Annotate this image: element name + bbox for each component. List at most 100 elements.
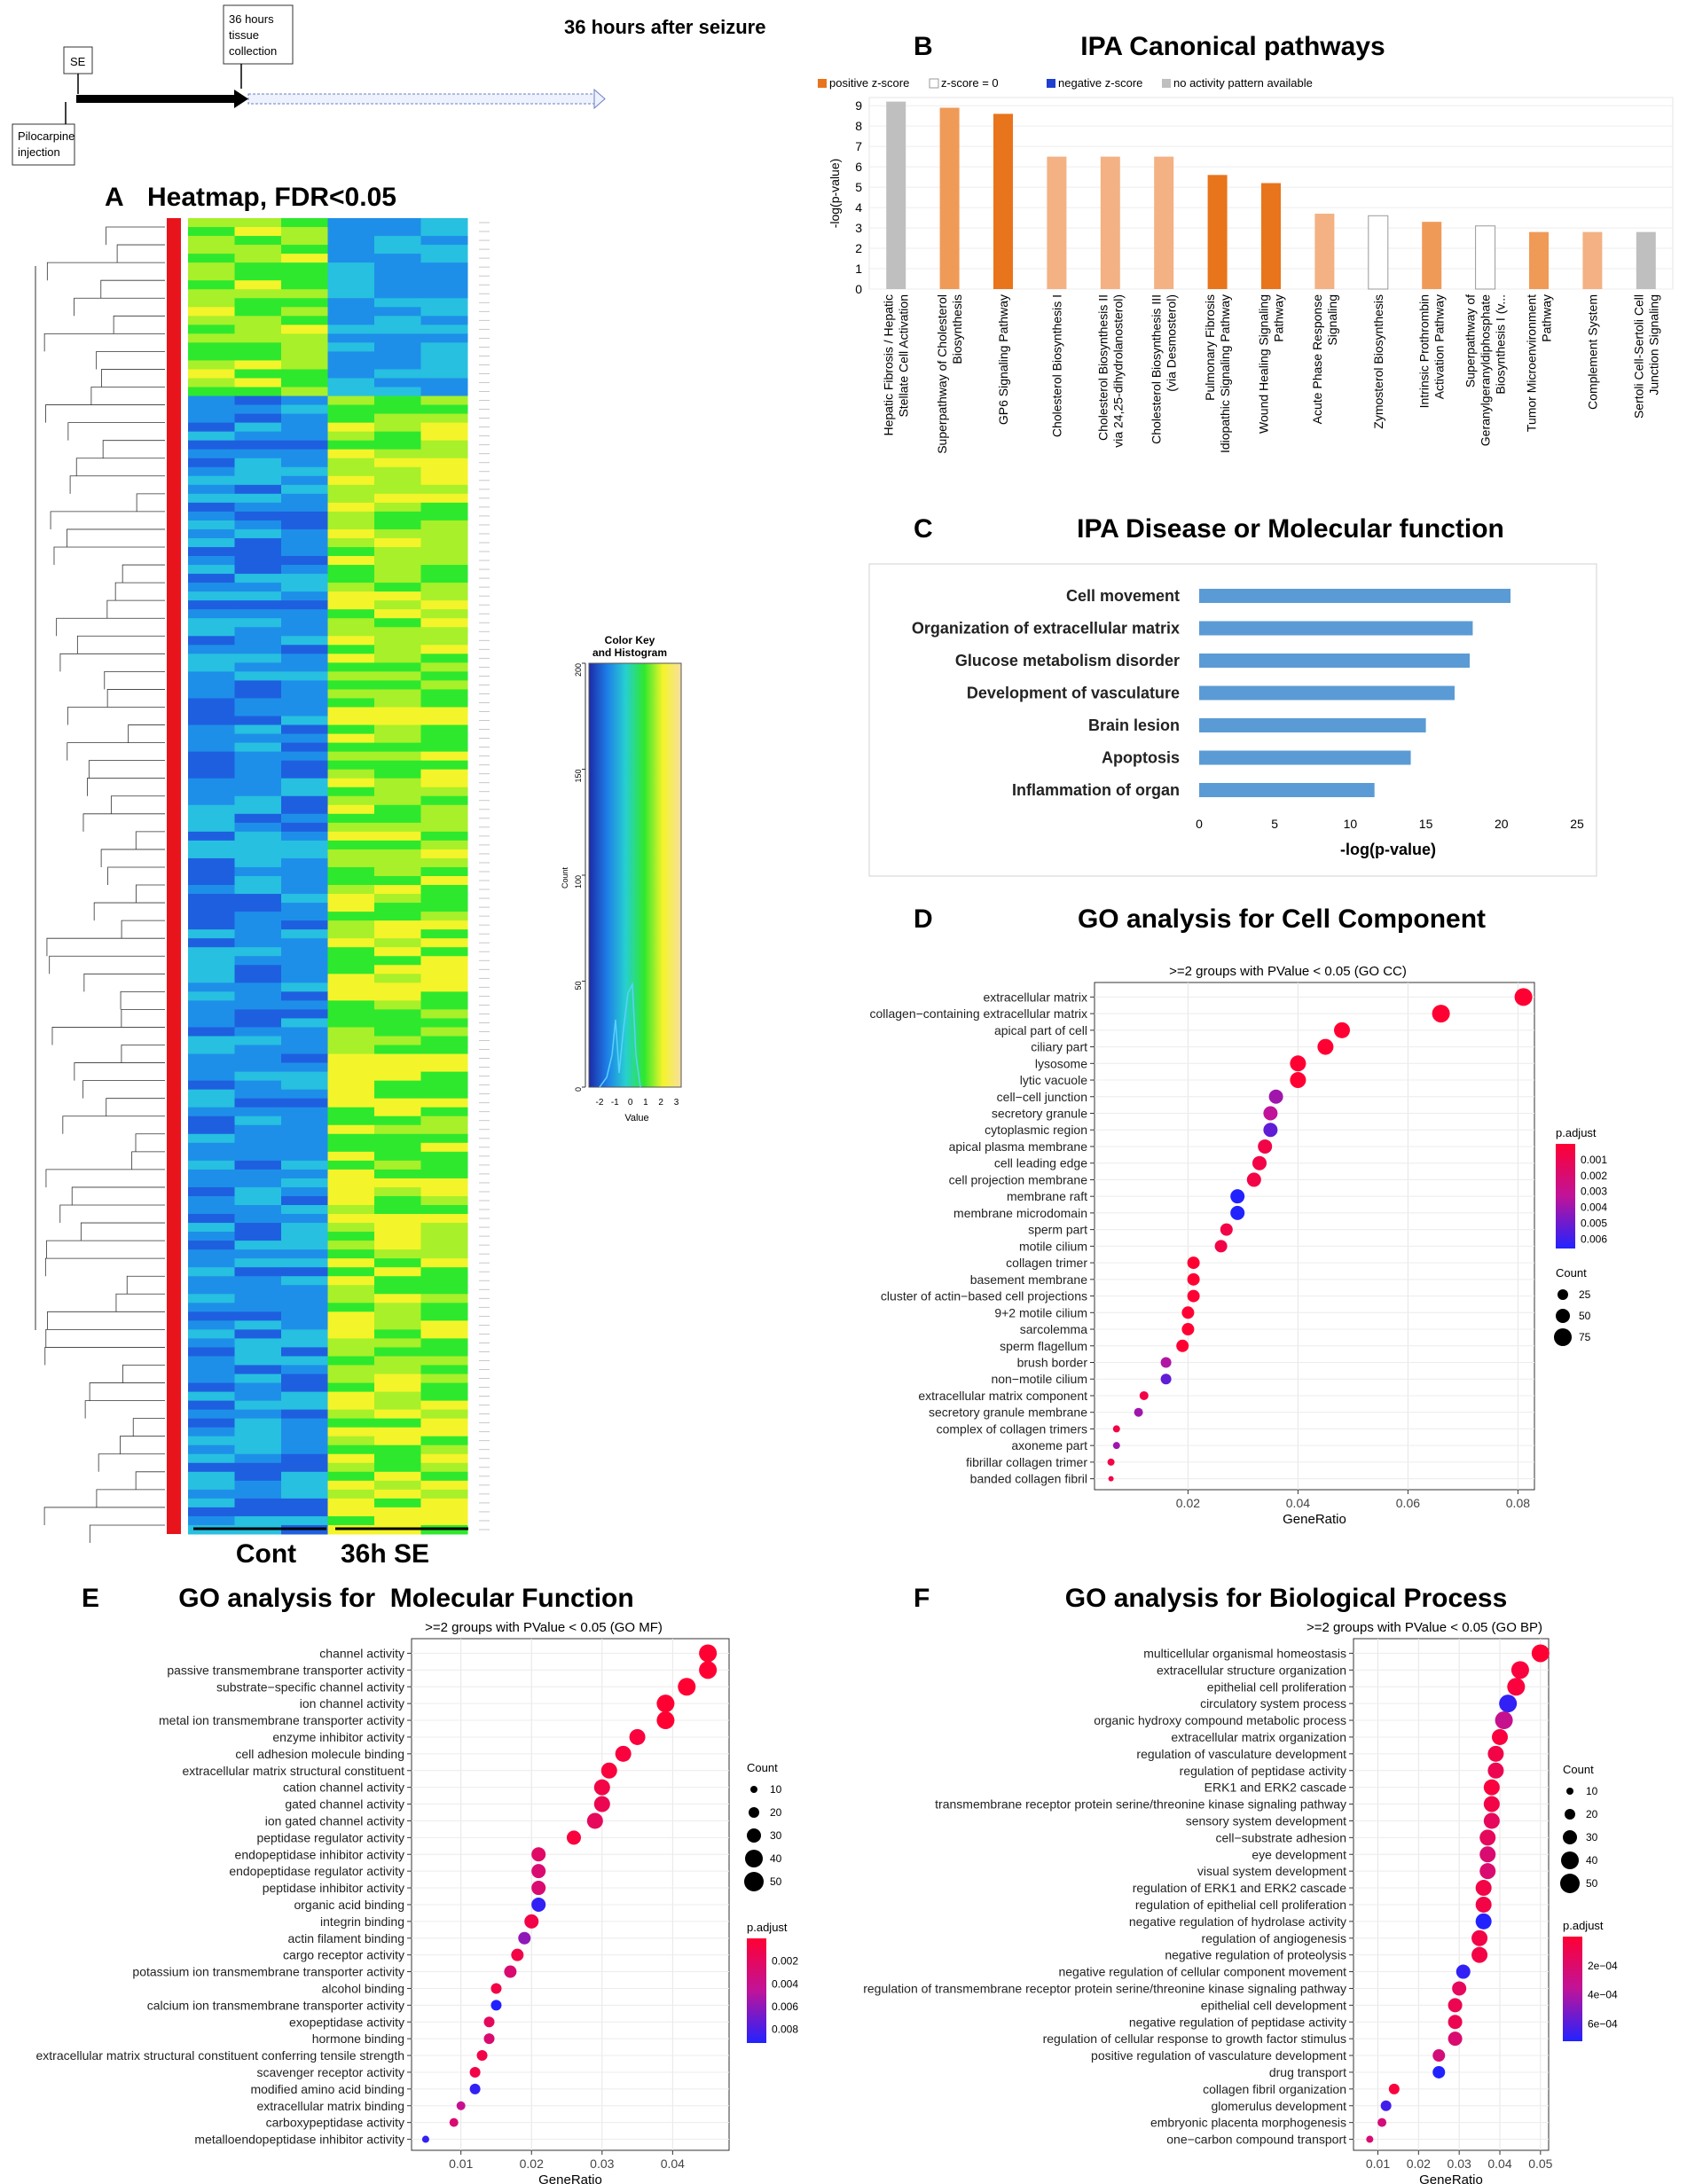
category-label: Junction Signaling xyxy=(1646,294,1660,395)
category-label: calcium ion transmembrane transporter ac… xyxy=(147,1998,404,2012)
dendrogram-branch xyxy=(89,1524,165,1544)
category-label: alcohol binding xyxy=(322,1981,404,1995)
heatmap-cell xyxy=(327,1098,375,1108)
heatmap-cell xyxy=(281,929,328,939)
heatmap-cell xyxy=(188,689,235,699)
heatmap-cell xyxy=(374,466,421,477)
xtick-label: 0.03 xyxy=(590,2157,614,2171)
category-label: regulation of cellular response to growt… xyxy=(1043,2031,1346,2046)
heatmap-cell xyxy=(327,813,375,824)
category-label: motile cilium xyxy=(1019,1239,1087,1253)
heatmap-cell xyxy=(234,1436,282,1446)
bar xyxy=(1199,589,1511,603)
heatmap-cell xyxy=(234,1480,282,1491)
dot xyxy=(1432,2065,1446,2078)
dendrogram-branch xyxy=(45,1169,165,1187)
heatmap-cell xyxy=(234,1115,282,1126)
heatmap-cell xyxy=(420,600,468,610)
heatmap-cell xyxy=(374,1347,421,1357)
heatmap-cell xyxy=(234,787,282,797)
dendrogram-branch xyxy=(89,1382,165,1401)
x-axis-label: GeneRatio xyxy=(1283,1512,1346,1527)
heatmap-cell xyxy=(234,840,282,850)
heatmap-cell xyxy=(281,1453,328,1464)
heatmap-cell xyxy=(374,1018,421,1028)
heatmap-cell xyxy=(420,1241,468,1250)
heatmap-cell xyxy=(188,1195,235,1206)
heatmap-cell xyxy=(327,1347,375,1357)
category-label: secretory granule xyxy=(992,1107,1087,1121)
heatmap-cell xyxy=(420,1347,468,1357)
dot xyxy=(531,1864,546,1879)
heatmap-cell xyxy=(327,1036,375,1046)
heatmap-cell xyxy=(374,929,421,939)
heatmap-cell xyxy=(420,929,468,939)
heatmap-cell xyxy=(281,1329,328,1339)
heatmap-cell xyxy=(281,298,328,308)
heatmap-cell xyxy=(327,537,375,548)
heatmap-cell xyxy=(327,449,375,459)
heatmap-cell xyxy=(374,849,421,859)
heatmap-cell xyxy=(327,831,375,842)
heatmap-cell xyxy=(281,600,328,610)
heatmap-cell xyxy=(374,520,421,530)
heatmap-cell xyxy=(374,645,421,654)
x-axis-label: GeneRatio xyxy=(1419,2172,1483,2184)
heatmap-cell xyxy=(374,351,421,361)
heatmap-cell xyxy=(234,1151,282,1162)
heatmap-cell xyxy=(374,316,421,325)
dendrogram-branch xyxy=(121,1009,165,1028)
heatmap-cell xyxy=(234,716,282,726)
legend-label: 25 xyxy=(1579,1288,1591,1301)
heatmap-cell xyxy=(281,1062,328,1073)
heatmap-cell xyxy=(327,1303,375,1312)
heatmap-cell xyxy=(281,1232,328,1241)
heatmap-cell xyxy=(234,982,282,992)
heatmap-cell xyxy=(281,1374,328,1384)
heatmap-cell xyxy=(234,1232,282,1241)
dot xyxy=(1492,1728,1508,1745)
heatmap-cell xyxy=(420,1223,468,1233)
heatmap-cell xyxy=(420,574,468,583)
heatmap-cell xyxy=(420,316,468,325)
color-key-xtick-label: 1 xyxy=(643,1098,648,1108)
heatmap-cell xyxy=(327,1205,375,1215)
heatmap-cell xyxy=(234,271,282,281)
heatmap-cell xyxy=(374,289,421,299)
heatmap-cell xyxy=(420,609,468,619)
dendrogram-branch xyxy=(96,1489,165,1507)
dot xyxy=(1448,2031,1463,2047)
category-label: Pathway xyxy=(1540,294,1554,342)
heatmap-cell xyxy=(281,1142,328,1153)
heatmap-cell xyxy=(420,795,468,806)
dendrogram-branch xyxy=(98,1453,165,1472)
heatmap-cell xyxy=(188,1471,235,1482)
panel-d-title: GO analysis for Cell Component xyxy=(1078,904,1486,934)
heatmap-cell xyxy=(327,333,375,343)
heatmap-cell xyxy=(420,1294,468,1303)
heatmap-cell xyxy=(327,556,375,566)
heatmap-cell xyxy=(188,1115,235,1126)
category-label: extracellular matrix component xyxy=(918,1389,1087,1403)
heatmap-cell xyxy=(420,422,468,433)
heatmap-cell xyxy=(420,1453,468,1464)
heatmap-cell xyxy=(234,1241,282,1250)
heatmap-cell xyxy=(188,583,235,592)
heatmap-cell xyxy=(281,1027,328,1037)
heatmap-cell xyxy=(234,1018,282,1028)
dot xyxy=(1107,1458,1115,1466)
pilocarpine-label-2: injection xyxy=(18,145,60,159)
heatmap-cell xyxy=(281,475,328,486)
category-label: Glucose metabolism disorder xyxy=(955,652,1180,669)
heatmap-cell xyxy=(281,1080,328,1091)
heatmap-cell xyxy=(281,662,328,672)
legend-label: 0.006 xyxy=(1581,1233,1607,1245)
heatmap-cell xyxy=(188,591,235,601)
heatmap-cell xyxy=(327,654,375,663)
heatmap-cell xyxy=(234,449,282,459)
category-label: Stellate Cell Activation xyxy=(897,294,911,418)
dendrogram-branch xyxy=(135,1471,165,1490)
heatmap-cell xyxy=(188,422,235,433)
dot xyxy=(1432,2049,1446,2063)
heatmap-cell xyxy=(327,600,375,610)
